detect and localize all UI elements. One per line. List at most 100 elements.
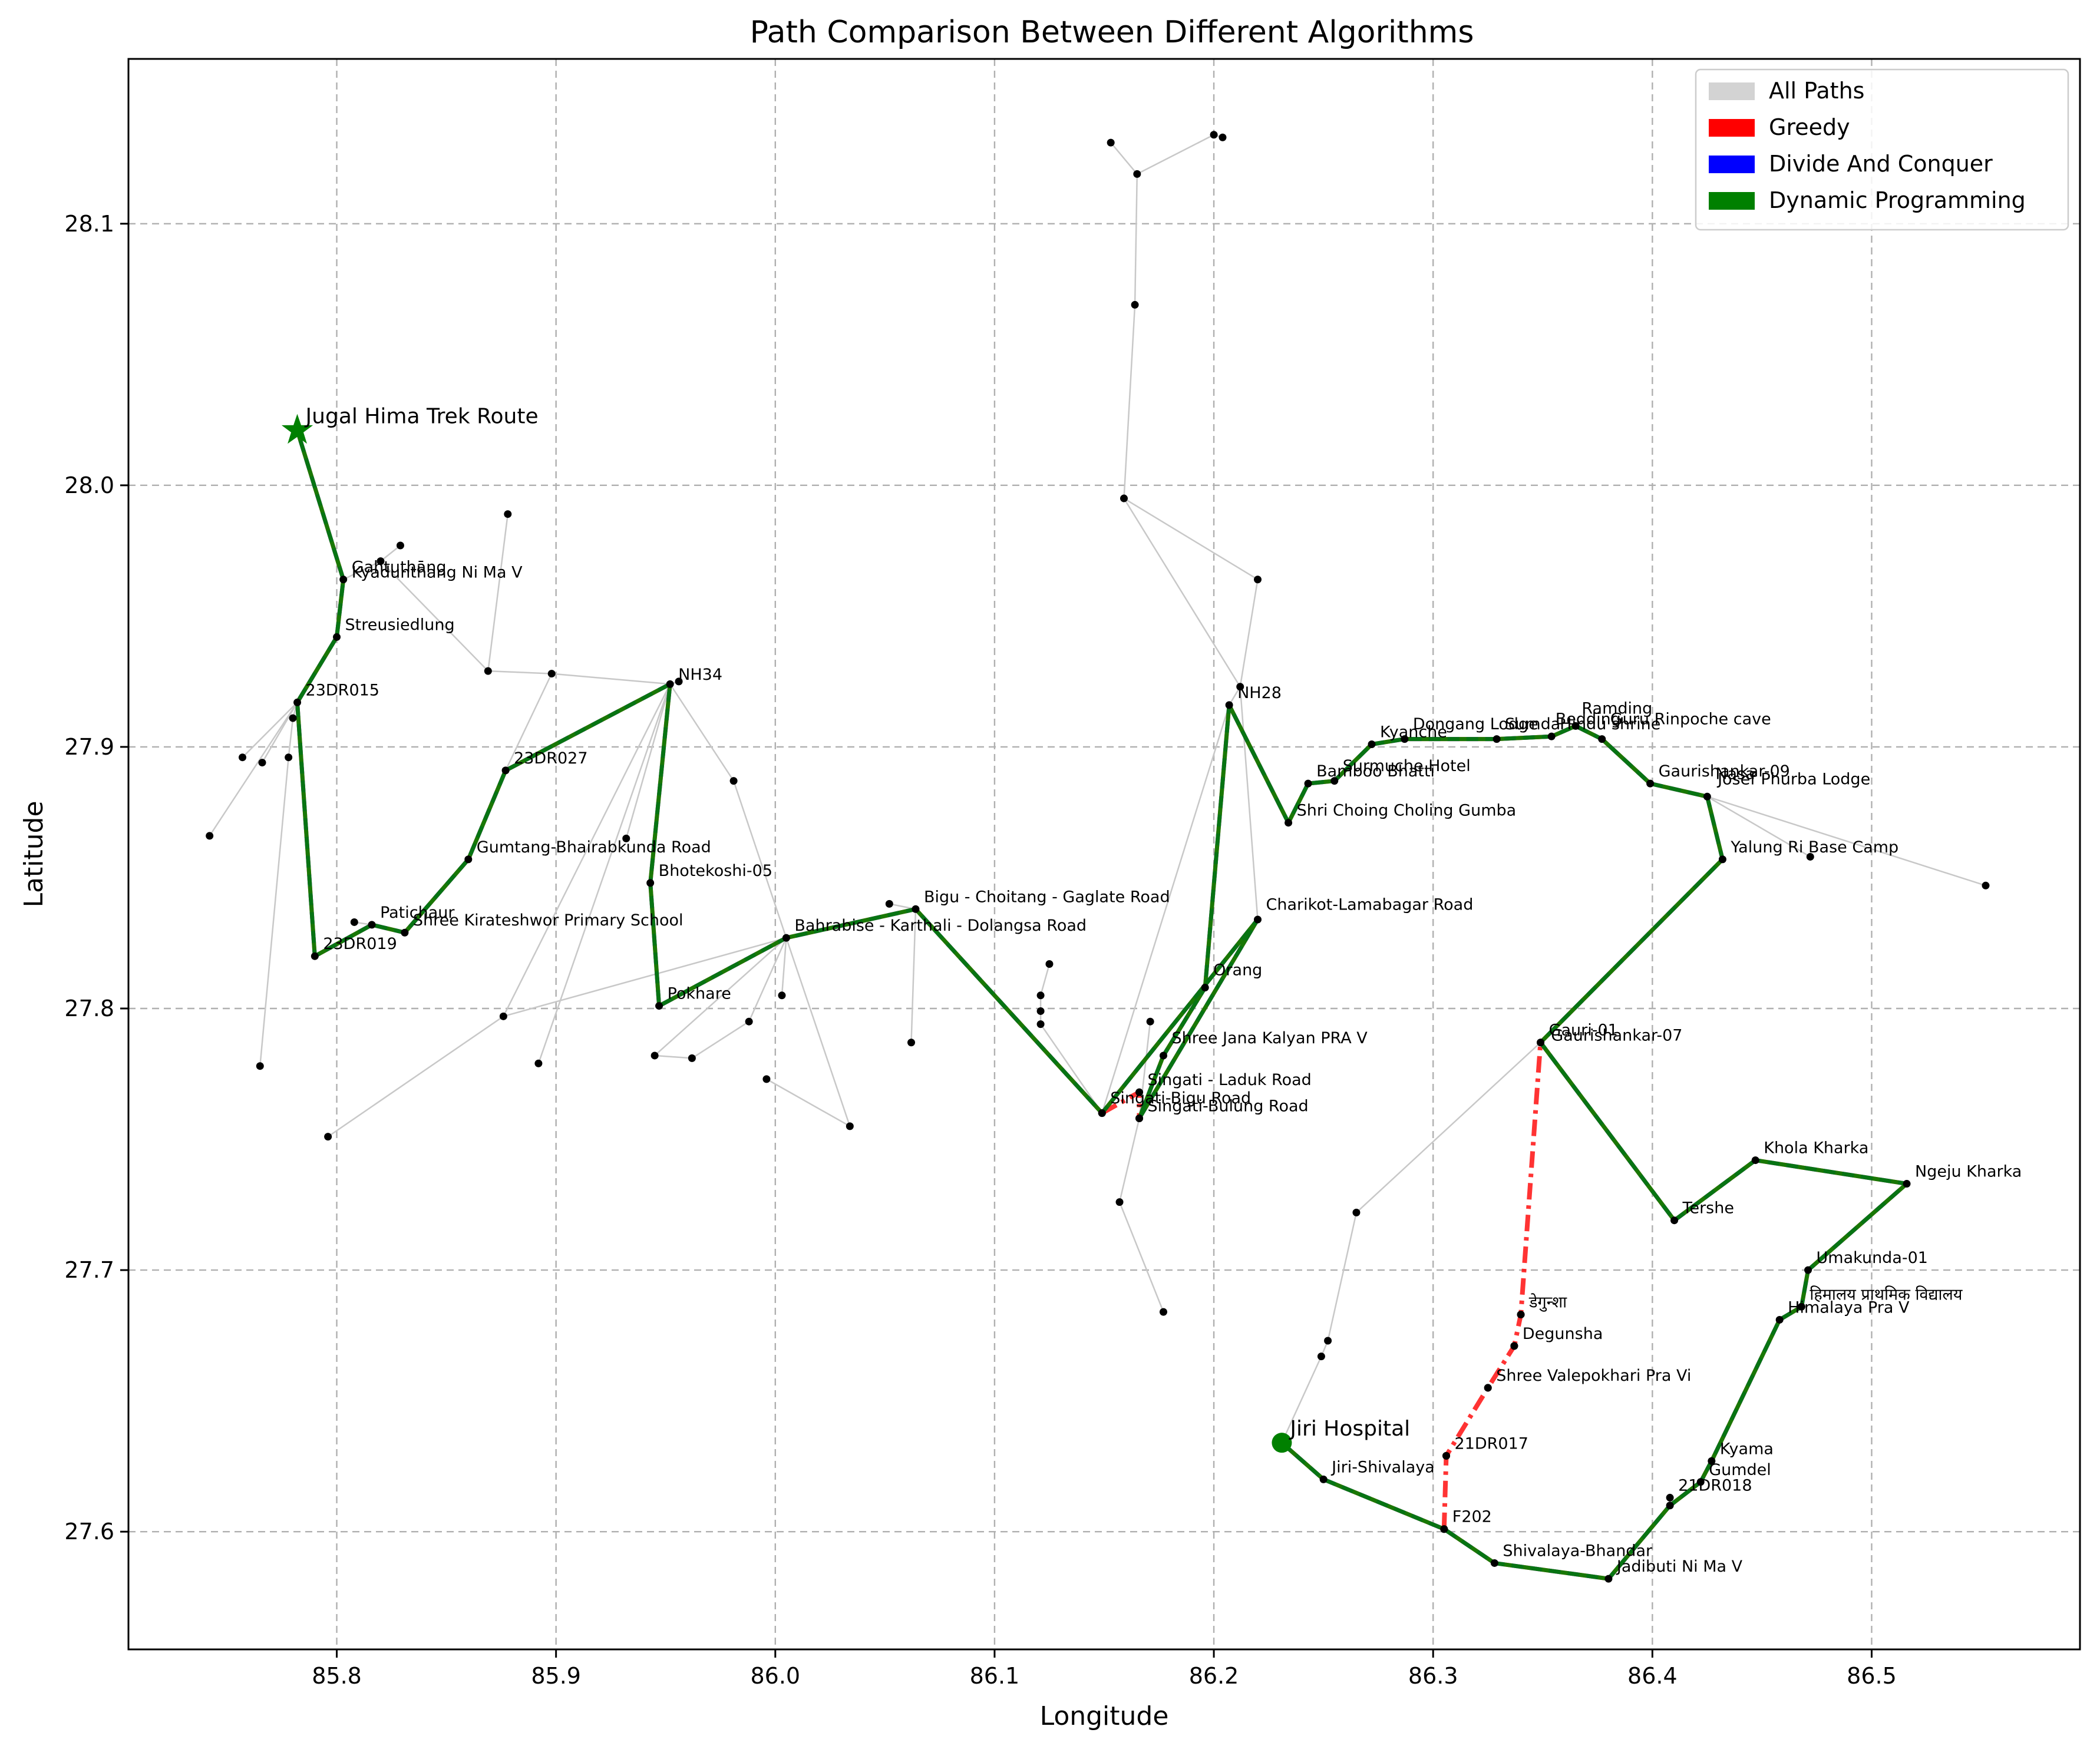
map-node — [1135, 1115, 1144, 1123]
map-node — [655, 1002, 663, 1010]
map-node — [1484, 1384, 1492, 1392]
map-node — [501, 766, 510, 775]
all-paths-edge — [910, 909, 917, 1043]
place-label: Guru Rinpoche cave — [1610, 710, 1771, 728]
x-tick-label: 85.8 — [312, 1663, 362, 1689]
map-node — [1368, 740, 1376, 748]
map-node — [504, 510, 512, 518]
place-label: Bamboo Bhatti — [1316, 762, 1435, 781]
all-paths-edge — [1138, 1021, 1151, 1119]
plot-background — [128, 59, 2080, 1649]
map-node — [285, 753, 293, 762]
place-label: Bahrabise - Karthali - Dolangsa Road — [794, 917, 1087, 935]
map-node — [1598, 735, 1606, 743]
map-node — [293, 698, 302, 706]
map-node — [256, 1062, 264, 1070]
legend: All Paths Greedy Divide And Conquer Dynamic… — [1695, 68, 2069, 231]
all-paths-edge — [209, 702, 298, 836]
map-node — [1490, 1559, 1498, 1567]
grid-layer — [128, 59, 2080, 1649]
greedy-route-segment — [1441, 1042, 1543, 1529]
y-tick-label: 28.1 — [64, 211, 114, 237]
place-label: Gauri-01 — [1549, 1021, 1618, 1040]
all-paths-edge — [1281, 1356, 1322, 1443]
map-node — [907, 1039, 916, 1047]
place-label: Gumdel — [1709, 1461, 1771, 1479]
map-node — [1493, 735, 1501, 743]
place-label: Umakunda-01 — [1817, 1249, 1928, 1267]
map-node — [1797, 1302, 1805, 1311]
y-tick-label: 28.0 — [64, 472, 114, 498]
map-node — [1285, 819, 1293, 827]
all-paths-edge — [504, 673, 553, 771]
map-node — [339, 576, 348, 584]
all-paths-edge — [1134, 174, 1138, 305]
place-label: Shree Valepokhari Pra Vi — [1496, 1367, 1691, 1385]
map-node — [1131, 300, 1139, 309]
map-node — [333, 633, 341, 641]
map-node — [1804, 1266, 1812, 1274]
map-node — [1107, 138, 1115, 147]
all-paths-edge — [669, 683, 735, 782]
map-node — [666, 680, 674, 688]
all-paths-edge — [503, 683, 671, 1017]
map-node — [782, 934, 790, 942]
map-node — [377, 557, 385, 566]
all-paths-edge — [1039, 964, 1051, 996]
all-paths-edge — [1123, 498, 1259, 580]
map-node — [912, 905, 920, 913]
x-tick-label: 85.9 — [531, 1663, 581, 1689]
all-paths-edge — [1110, 142, 1138, 175]
all-paths-edge — [1101, 705, 1230, 1113]
map-node — [1120, 494, 1128, 502]
all-paths-edge — [1123, 498, 1241, 687]
all-paths-edge — [1040, 1023, 1103, 1114]
map-node — [1219, 133, 1227, 141]
all-paths-edge — [1707, 796, 1986, 887]
place-label: Singati - Laduk Road — [1148, 1071, 1312, 1089]
place-label: Ngeju Kharka — [1915, 1163, 2022, 1181]
legend-swatch — [1709, 119, 1755, 137]
y-tick-label: 27.7 — [64, 1257, 114, 1283]
all-paths-edge — [1239, 686, 1259, 920]
all-paths-edge — [242, 702, 298, 758]
label-layer: Jugal Hima Trek Route Jiri Hospital Gahtut… — [305, 405, 2022, 1576]
map-node — [324, 1133, 332, 1141]
all-paths-edge — [487, 514, 509, 672]
map-node — [1036, 991, 1045, 1000]
map-node — [1253, 576, 1262, 584]
all-paths-edge — [380, 545, 401, 562]
all-paths-edge — [1356, 1041, 1541, 1213]
place-label: F202 — [1452, 1508, 1492, 1526]
map-node — [622, 834, 630, 842]
x-tick-label: 86.0 — [750, 1663, 800, 1689]
place-label: Yalung Ri Base Camp — [1730, 838, 1898, 857]
map-node — [1440, 1525, 1448, 1533]
map-node — [1670, 1216, 1679, 1225]
map-node — [1718, 855, 1726, 864]
place-label: Khola Kharka — [1764, 1139, 1868, 1158]
all-paths-edge — [625, 683, 671, 839]
map-node — [1903, 1180, 1911, 1188]
map-node — [401, 928, 409, 937]
map-node — [1159, 1051, 1167, 1060]
map-node — [1708, 1457, 1716, 1465]
map-node — [239, 753, 247, 762]
place-label: Kyama — [1720, 1440, 1774, 1458]
place-label: Charikot-Lamabagar Road — [1266, 896, 1473, 914]
map-node — [1304, 779, 1312, 788]
place-label: Dongang Lodge — [1413, 715, 1538, 733]
x-tick-label: 86.5 — [1847, 1663, 1897, 1689]
map-node — [1225, 701, 1233, 709]
map-node — [258, 759, 266, 767]
all-paths-edge — [1239, 579, 1259, 687]
all-paths-edge — [1137, 134, 1214, 175]
map-node — [729, 777, 738, 785]
map-node — [1236, 683, 1244, 691]
all-paths-edge — [488, 670, 552, 674]
start-marker — [1272, 1433, 1292, 1453]
y-axis: 27.6 27.7 27.8 27.9 28.0 28.1 — [64, 211, 128, 1545]
map-node — [1253, 915, 1262, 924]
all-paths-edge — [343, 560, 381, 580]
map-node — [1324, 1337, 1332, 1345]
